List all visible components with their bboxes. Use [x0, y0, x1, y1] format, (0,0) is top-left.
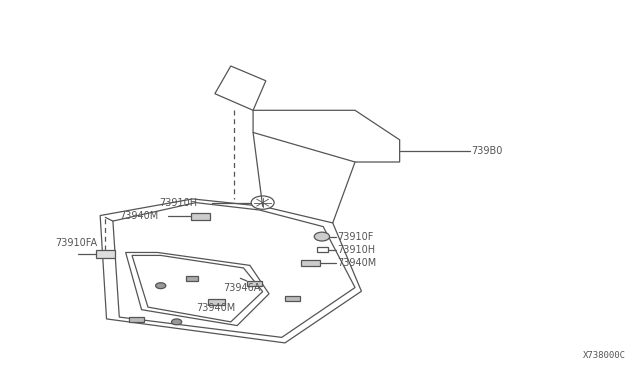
Bar [246, 281, 262, 286]
Text: 73910H: 73910H [337, 244, 375, 254]
Bar [191, 213, 211, 219]
Circle shape [172, 319, 182, 325]
Circle shape [314, 232, 330, 241]
Bar [301, 260, 320, 266]
Text: 73910F: 73910F [337, 232, 374, 241]
Text: 73940M: 73940M [196, 303, 235, 313]
Text: 73910H: 73910H [159, 198, 198, 208]
Circle shape [251, 196, 274, 209]
Text: X738000C: X738000C [583, 350, 626, 359]
Bar [285, 296, 300, 301]
Text: 73946A: 73946A [223, 283, 260, 292]
Circle shape [156, 283, 166, 289]
Text: 739B0: 739B0 [472, 146, 503, 156]
Text: 73910FA: 73910FA [56, 238, 98, 248]
Bar [186, 276, 198, 281]
Bar [209, 299, 225, 305]
Text: 73940M: 73940M [119, 211, 159, 221]
Bar [317, 247, 328, 252]
Bar [129, 317, 144, 322]
Bar [96, 250, 115, 258]
Text: 73940M: 73940M [337, 258, 376, 268]
